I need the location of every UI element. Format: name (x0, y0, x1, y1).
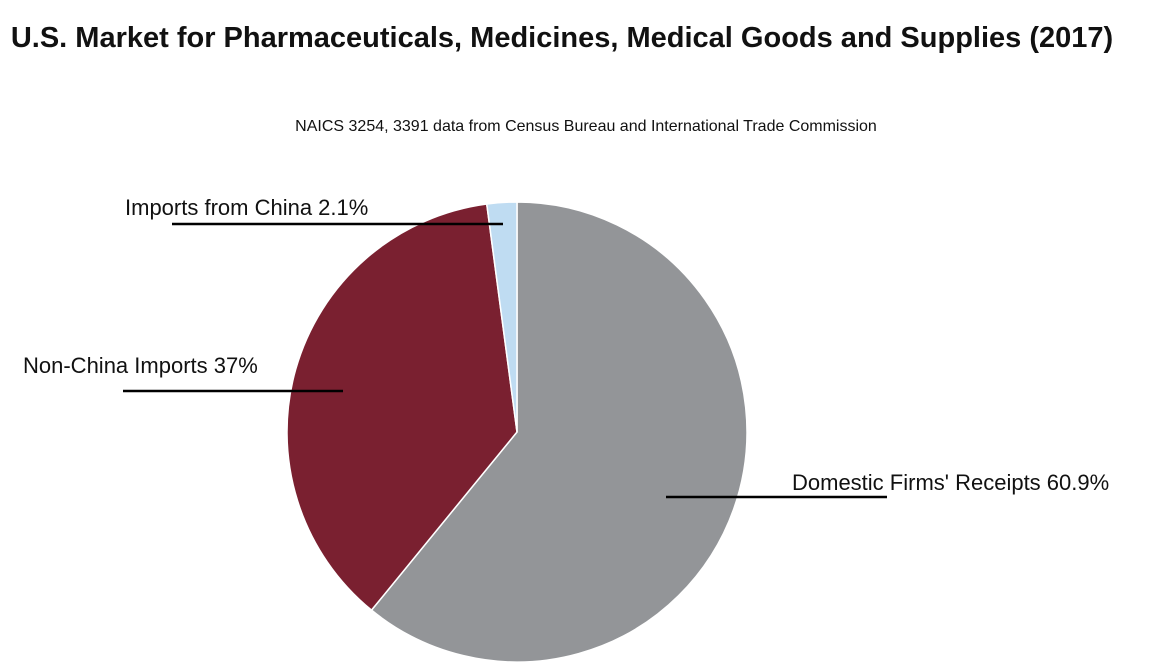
slice-label-domestic: Domestic Firms' Receipts 60.9% (792, 470, 1109, 495)
chart-title: U.S. Market for Pharmaceuticals, Medicin… (10, 22, 1114, 54)
slice-label-china-imports: Imports from China 2.1% (125, 195, 368, 220)
pie-slice-china-imports (485, 201, 518, 433)
pie-slice-domestic (370, 201, 748, 663)
chart-subtitle: NAICS 3254, 3391 data from Census Bureau… (295, 118, 877, 135)
slice-label-non-china-imports: Non-China Imports 37% (23, 353, 258, 378)
